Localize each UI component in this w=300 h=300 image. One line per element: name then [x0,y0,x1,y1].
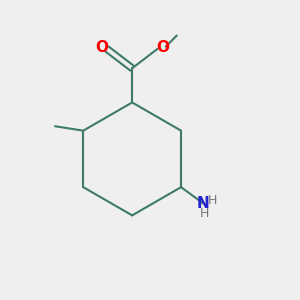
Text: O: O [96,40,109,55]
Text: H: H [208,194,217,207]
Text: O: O [156,40,169,55]
Text: H: H [200,206,209,220]
Text: N: N [197,196,210,211]
